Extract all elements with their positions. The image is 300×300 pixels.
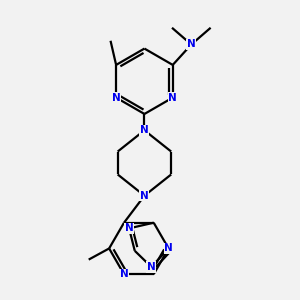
Text: N: N (120, 269, 128, 279)
Text: N: N (164, 244, 173, 254)
Text: N: N (140, 191, 149, 201)
Text: N: N (147, 262, 156, 272)
Text: N: N (168, 93, 177, 103)
Text: N: N (125, 224, 134, 233)
Text: N: N (140, 125, 149, 135)
Text: N: N (187, 40, 196, 50)
Text: N: N (112, 93, 121, 103)
